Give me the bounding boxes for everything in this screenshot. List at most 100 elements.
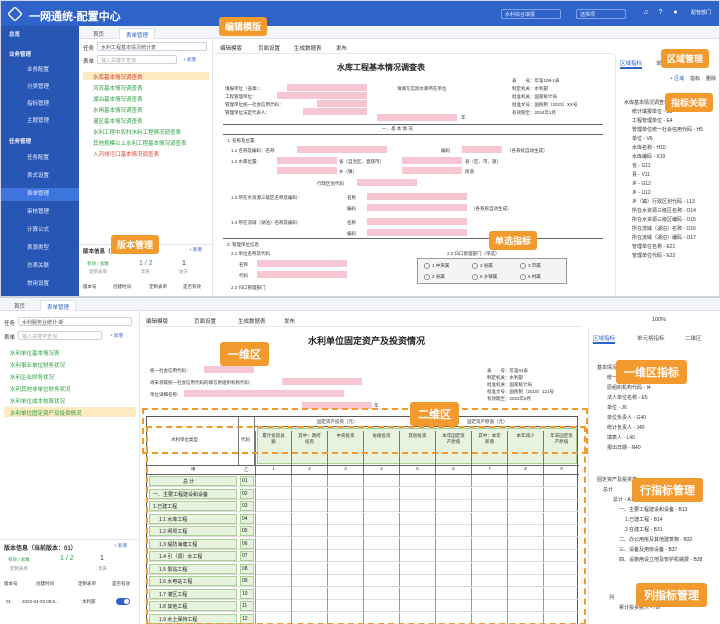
data-cell[interactable] [435,537,471,550]
data-cell[interactable] [363,487,399,500]
data-cell[interactable] [435,525,471,537]
gen-table-button[interactable]: 生成数据表 [294,46,322,52]
indicator-item[interactable]: 管理单位代码 - E22 [632,253,676,259]
add-version-button[interactable]: + 新增 [189,247,202,252]
sidebar-item-theme[interactable]: 主题管理 [27,118,50,124]
input-cell[interactable] [357,179,417,186]
data-cell[interactable] [471,525,507,537]
data-cell[interactable] [399,537,435,550]
data-cell[interactable] [291,550,327,562]
data-cell[interactable] [255,537,291,550]
data-cell[interactable] [291,475,327,487]
indicator-item[interactable]: 工程管理单位 - E4 [632,118,673,124]
indicator-item[interactable]: 累计投资投入 - H9 [619,605,660,611]
add-form-button[interactable]: + 新增 [110,333,123,338]
data-cell[interactable] [399,525,435,537]
data-cell[interactable] [471,562,507,575]
data-cell[interactable] [327,575,363,587]
radio-button[interactable] [472,274,478,280]
add-region-button[interactable]: + 区域 [670,76,685,82]
data-cell[interactable] [507,500,543,512]
tree-item[interactable]: 水闸基本情况调查表 [93,108,143,114]
data-cell[interactable] [471,600,507,612]
input-cell[interactable] [402,157,462,164]
sidebar-item-business-config[interactable]: 业务配置 [27,67,50,73]
tree-item[interactable]: 湖泊基本情况调查表 [93,97,143,103]
data-cell[interactable] [363,500,399,512]
radio-button[interactable] [520,274,526,280]
data-cell[interactable] [399,512,435,525]
valid-toggle[interactable] [116,598,130,605]
data-cell[interactable] [507,537,543,550]
data-cell[interactable] [363,575,399,587]
radio-button[interactable] [520,263,526,269]
indicator-item[interactable]: 单位负责人 - G40 [607,415,646,421]
indicator-item[interactable]: 三、设备及用房设备 - B37 [619,547,678,553]
data-cell[interactable] [435,587,471,600]
input-cell[interactable] [402,167,462,174]
data-cell[interactable] [255,612,291,624]
data-cell[interactable] [507,487,543,500]
data-cell[interactable] [543,512,579,525]
input-cell[interactable] [184,390,344,397]
indicator-item[interactable]: 二、办公用房及其他建筑物 - B32 [619,537,693,543]
tree-item[interactable]: 水利单位基本情况表 [10,351,60,357]
input-cell[interactable] [282,378,362,385]
data-cell[interactable] [399,587,435,600]
input-cell[interactable] [303,108,367,115]
tree-item[interactable]: 水利单位成本核算状况 [10,399,66,405]
indicator-item[interactable]: 所在流域（湖泊）名称 - O16 [632,226,696,232]
page-setup-button[interactable]: 页面设置 [194,319,217,325]
indicator-item[interactable]: 水库名称 - H10 [632,145,666,151]
sidebar-item-indicator[interactable]: 指标管理 [27,101,50,107]
input-cell[interactable] [367,193,467,200]
indicator-item[interactable]: 总计 - A12 [613,497,637,503]
publish-button[interactable]: 发布 [336,46,348,52]
tree-item[interactable]: 水利其他非单位财务状况 [10,387,71,393]
data-cell[interactable] [291,537,327,550]
gen-table-button[interactable]: 生成数据表 [238,319,266,325]
data-cell[interactable] [291,500,327,512]
input-cell[interactable] [462,146,502,153]
sidebar-item-format[interactable]: 表式设置 [27,173,50,179]
indicator-item[interactable]: 统计负责人 - J40 [607,425,645,431]
data-cell[interactable] [291,575,327,587]
data-cell[interactable] [471,500,507,512]
task-select[interactable]: 水利工程基本情况统计表 [97,42,207,51]
indicator-item[interactable]: 乡 - U12 [632,190,651,196]
data-cell[interactable] [435,512,471,525]
tree-item[interactable]: 其他规模以上水利工程基本情况调查表 [93,141,187,147]
data-cell[interactable] [363,587,399,600]
user-avatar-icon[interactable]: ● [673,9,678,16]
input-cell[interactable] [302,402,372,409]
data-cell[interactable] [327,525,363,537]
indicator-item[interactable]: 所在水资源三级区名称 - O14 [632,208,696,214]
data-cell[interactable] [291,562,327,575]
indicator-col-group[interactable]: 列 [609,595,615,601]
data-cell[interactable] [291,487,327,500]
input-cell[interactable] [257,260,347,267]
sidebar-item-common[interactable]: 常用设置 [27,281,50,287]
data-cell[interactable] [399,600,435,612]
zoom-select[interactable]: 100% [652,317,667,323]
data-cell[interactable] [363,612,399,624]
data-cell[interactable] [327,475,363,487]
edit-template-button[interactable]: 编辑模版 [220,46,243,52]
data-cell[interactable] [507,600,543,612]
tree-item-selected[interactable]: 水利单位固定资产及投资情况 [10,411,82,417]
data-cell[interactable] [255,575,291,587]
tree-item[interactable]: 灌区基本情况调查表 [93,119,143,125]
data-cell[interactable] [471,612,507,624]
data-cell[interactable] [471,575,507,587]
data-cell[interactable] [543,500,579,512]
data-cell[interactable] [543,587,579,600]
input-cell[interactable] [297,146,387,153]
indicator-item[interactable]: 2.在建工程 - B31 [625,527,663,533]
data-cell[interactable] [291,600,327,612]
data-cell[interactable] [543,562,579,575]
tab-form-mgmt[interactable]: 表单管理 [40,300,77,311]
indicator-root-2[interactable]: 固定资产及投资表 [597,477,638,483]
data-cell[interactable] [291,587,327,600]
data-cell[interactable] [327,500,363,512]
tree-item[interactable]: 水库基本情况调查表 [93,75,143,81]
